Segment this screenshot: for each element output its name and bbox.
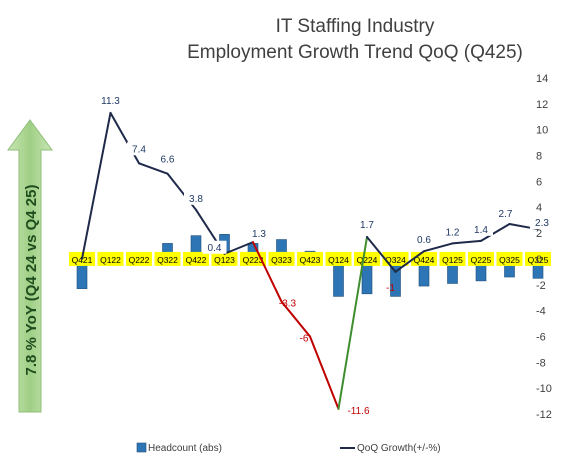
line-segment — [337, 235, 368, 410]
x-tick-label: Q124 — [328, 255, 349, 265]
data-label-bg — [469, 222, 493, 236]
x-tick-label: Q324 — [385, 255, 406, 265]
line-segment — [81, 111, 112, 260]
x-tick-bg — [439, 251, 466, 266]
chart-title: IT Staffing Industry — [275, 16, 435, 37]
y-tick-label: 2 — [536, 228, 542, 240]
x-tick-bg — [525, 251, 551, 266]
x-tick-label: Q222 — [129, 255, 150, 265]
legend: Headcount (abs) QoQ Growth(+/-%) — [136, 442, 441, 454]
x-tick-bg — [297, 251, 323, 266]
x-tick-label: Q225 — [471, 255, 492, 265]
x-tick-label: Q122 — [100, 255, 121, 265]
y-tick-label: -4 — [536, 306, 546, 318]
y-tick-label: 10 — [536, 125, 548, 137]
data-label: 7.4 — [132, 144, 146, 155]
x-tick-bg — [154, 251, 181, 266]
line-segment — [223, 241, 254, 255]
x-tick-label: Q224 — [357, 255, 378, 265]
line-segment — [480, 223, 511, 242]
data-label: 1.3 — [252, 229, 266, 240]
data-label: 2.3 — [535, 218, 549, 229]
data-label: 2.7 — [499, 209, 513, 220]
yoy-annotation: 7.8 % YoY (Q4 24 vs Q4 25) — [23, 185, 40, 376]
data-label-bg — [184, 191, 208, 205]
legend-label-growth: QoQ Growth(+/-%) — [357, 443, 441, 454]
x-tick-bg — [126, 251, 152, 266]
data-label-bg — [493, 207, 518, 221]
x-tick-bg — [211, 251, 238, 266]
data-label-bg — [530, 216, 554, 230]
yoy-arrow: 7.8 % YoY (Q4 24 vs Q4 25) — [7, 119, 53, 413]
data-label-bg — [412, 233, 436, 247]
x-axis: Q421 Q122 Q222 Q322 Q422 Q123 Q223 Q323 Q423 Q124… — [69, 251, 551, 266]
x-tick-label: Q223 — [243, 255, 264, 265]
y-tick-label: -6 — [536, 331, 546, 343]
y-tick-label: 14 — [536, 73, 548, 85]
y-tick-label: 12 — [536, 99, 548, 111]
x-tick-bg — [268, 251, 295, 266]
x-tick-bg — [97, 251, 124, 266]
data-label: -3.3 — [279, 299, 297, 310]
line-segment — [280, 300, 311, 338]
x-tick-label: Q323 — [271, 255, 292, 265]
line-segment — [423, 242, 454, 253]
data-labels: 11.3 7.4 6.6 3.8 0.4 1.3 -3.3 -6 -11.6 1.7 -1 0.6 1.… — [95, 93, 554, 417]
line-segment — [109, 111, 140, 165]
x-tick-label: Q125 — [442, 255, 463, 265]
y-tick-label: 8 — [536, 151, 542, 163]
line-series — [81, 111, 539, 410]
line-segment — [309, 335, 340, 410]
data-label-bg — [355, 217, 379, 231]
y-axis: 14 12 10 8 6 4 2 0 -2 -4 -6 -8 -10 -12 — [536, 73, 552, 421]
data-label-bg — [440, 225, 465, 239]
x-tick-bg — [183, 251, 209, 266]
x-tick-label: Q424 — [414, 255, 435, 265]
x-tick-label: Q325 — [528, 255, 549, 265]
data-label-bg — [155, 152, 180, 166]
data-label: 1.2 — [446, 227, 460, 238]
data-label: -11.6 — [347, 406, 369, 417]
data-label-bg — [247, 227, 271, 241]
x-tick-bg — [325, 251, 352, 266]
data-label: -6 — [300, 333, 309, 344]
x-tick-bg — [496, 251, 523, 266]
data-label: 1.4 — [474, 225, 488, 236]
y-tick-label: -12 — [536, 409, 552, 421]
y-tick-label: -10 — [536, 383, 552, 395]
x-tick-bg — [468, 251, 494, 266]
line-segment — [252, 241, 283, 303]
data-label: 1.7 — [360, 220, 374, 231]
data-label: 11.3 — [101, 96, 120, 107]
y-tick-label: 0 — [536, 254, 542, 266]
x-tick-label: Q421 — [72, 255, 93, 265]
line-segment — [138, 162, 169, 175]
data-label: 0.6 — [417, 235, 431, 246]
x-tick-label: Q422 — [186, 255, 207, 265]
data-label: 6.6 — [161, 155, 175, 166]
y-tick-label: 4 — [536, 202, 542, 214]
x-tick-label: Q322 — [157, 255, 178, 265]
line-segment — [451, 239, 482, 245]
y-tick-label: -2 — [536, 280, 546, 292]
x-tick-bg — [354, 251, 380, 266]
line-segment — [394, 250, 425, 273]
legend-label-headcount: Headcount (abs) — [148, 443, 222, 454]
data-label-bg — [95, 93, 126, 107]
x-tick-label: Q123 — [214, 255, 235, 265]
data-label: 3.8 — [189, 194, 203, 205]
line-segment — [366, 235, 397, 273]
legend-swatch-headcount — [136, 442, 147, 453]
x-tick-label: Q325 — [499, 255, 520, 265]
chart-subtitle: Employment Growth Trend QoQ (Q425) — [187, 42, 523, 63]
data-label: 0.4 — [208, 243, 222, 254]
data-label-bg — [202, 240, 227, 254]
x-tick-label: Q423 — [300, 255, 321, 265]
data-label-bg — [127, 142, 151, 156]
y-tick-label: -8 — [536, 357, 546, 369]
data-label: -1 — [386, 283, 395, 294]
y-tick-label: 6 — [536, 176, 542, 188]
